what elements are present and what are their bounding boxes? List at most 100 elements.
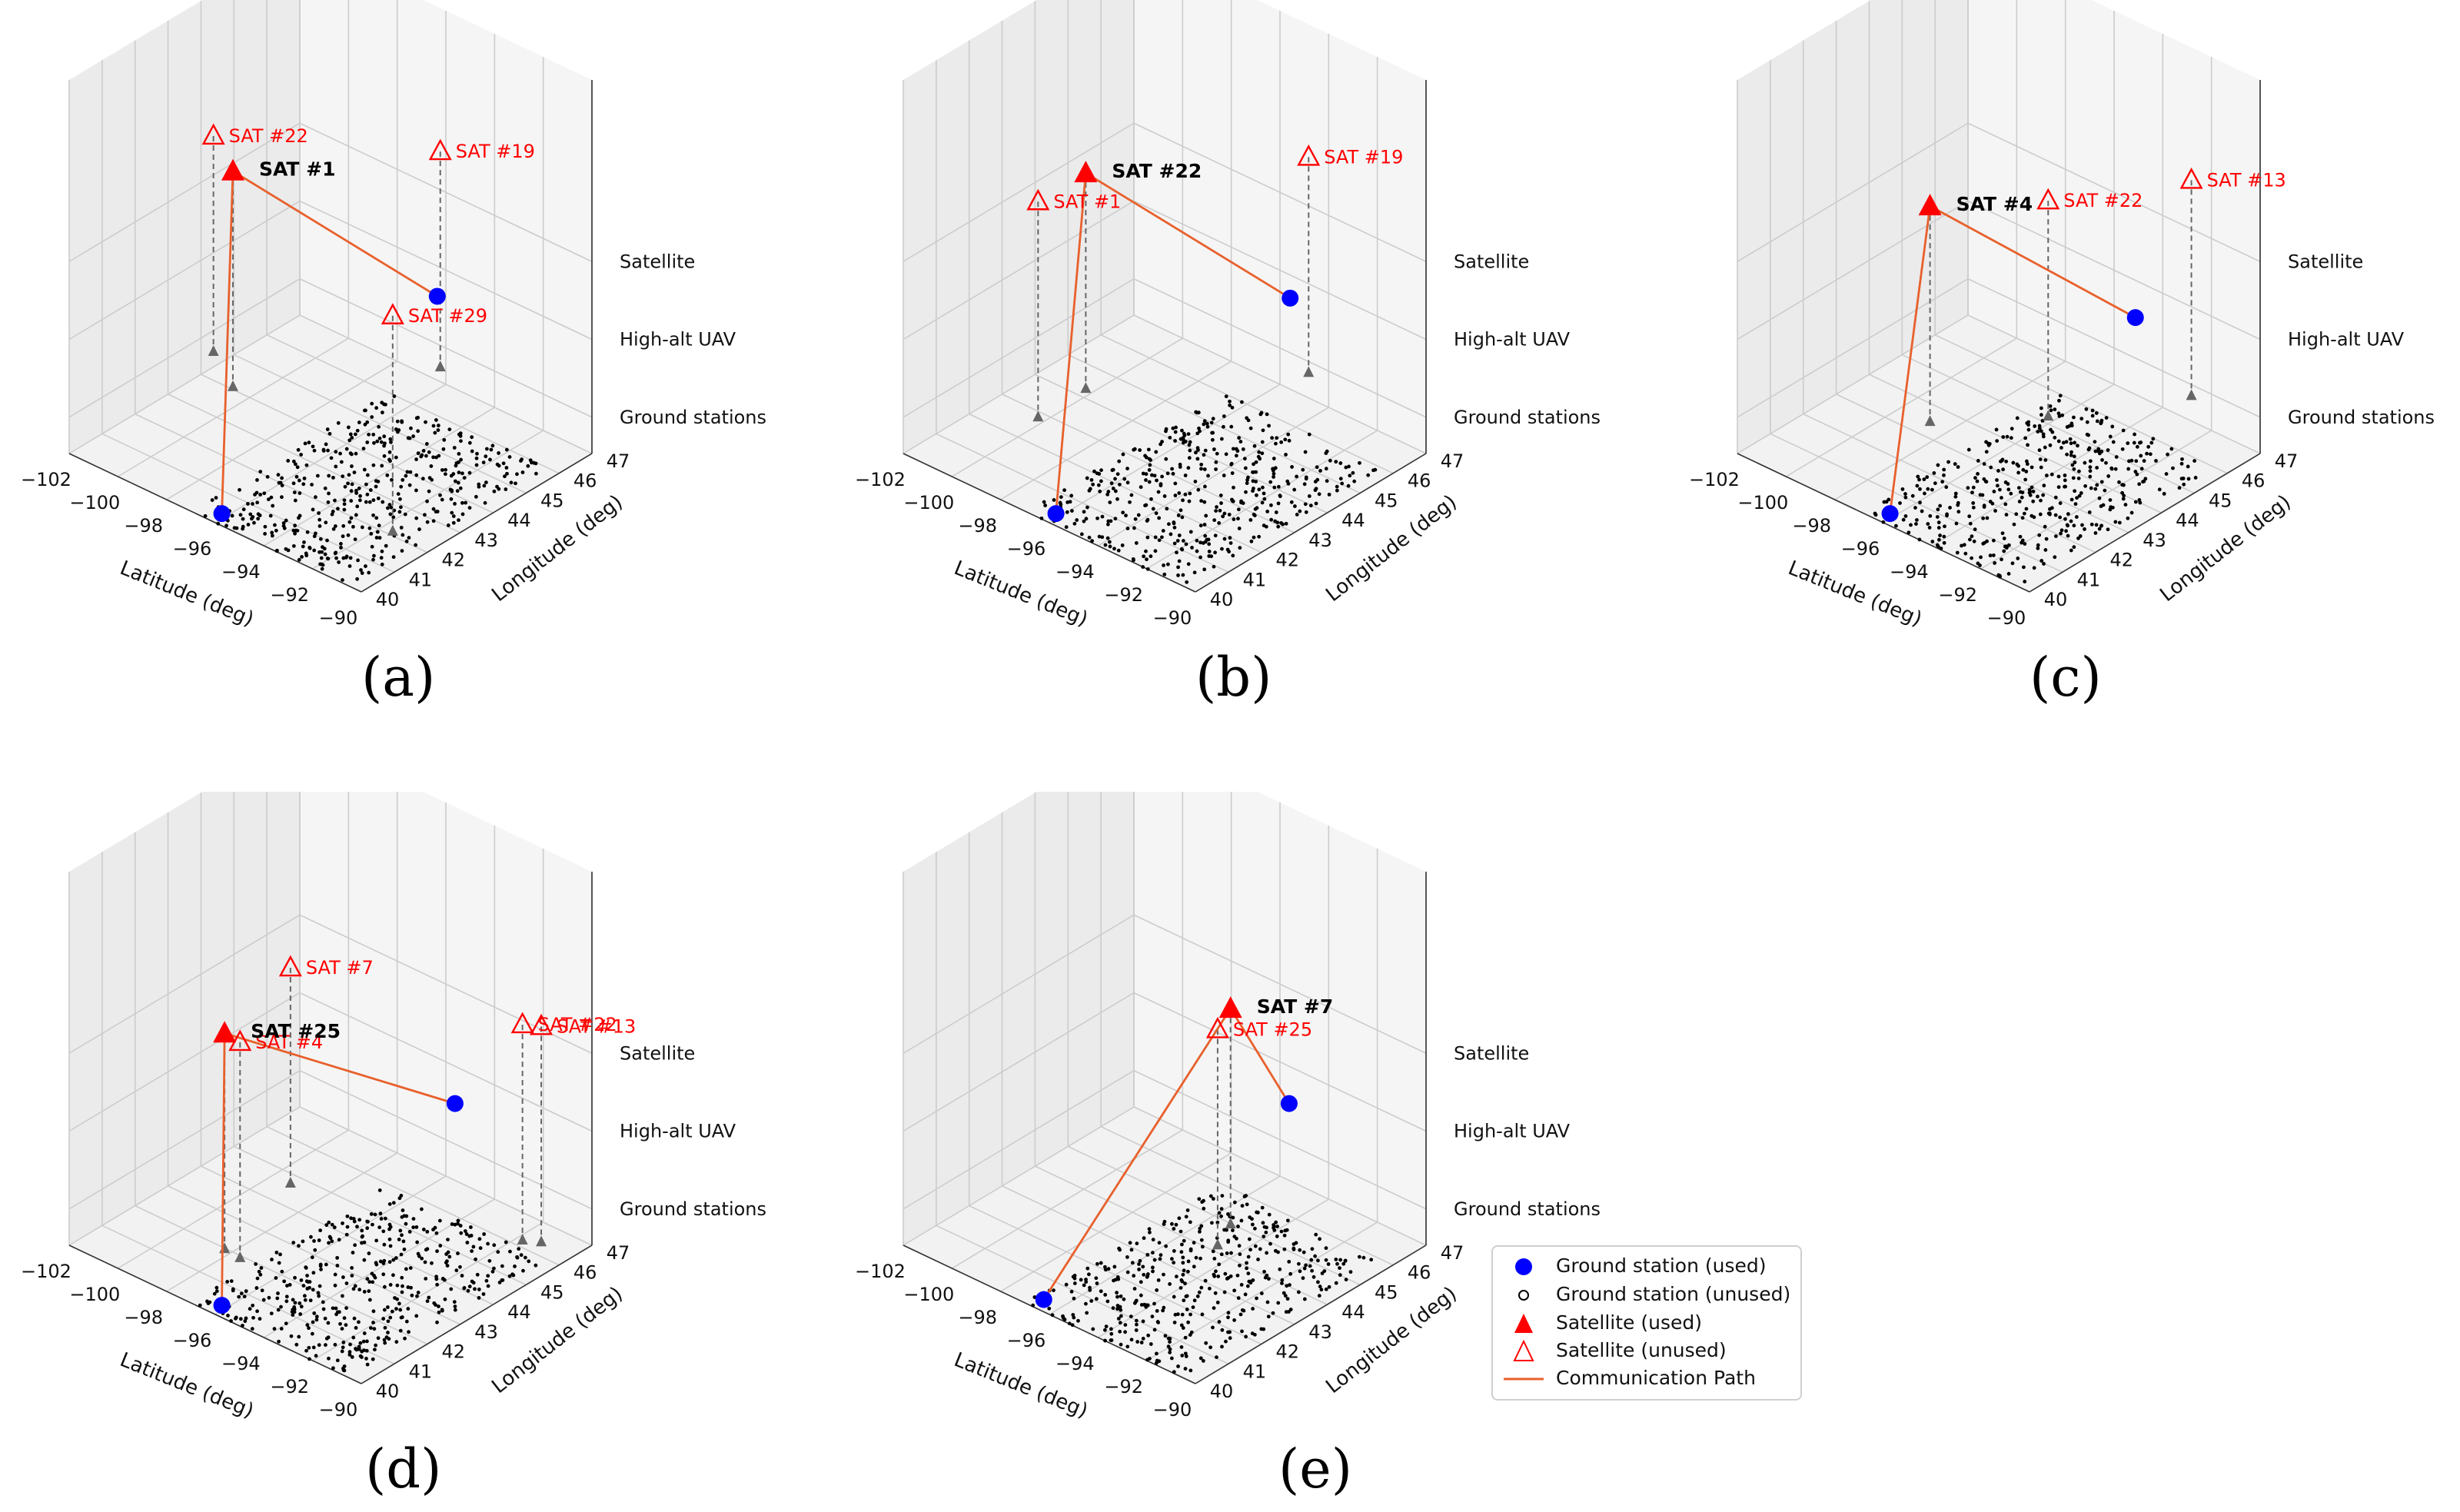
ground-station-unused — [2072, 467, 2076, 471]
ground-station-unused — [1316, 1280, 1320, 1284]
ground-station-unused — [2020, 516, 2025, 520]
y-tick-label: 47 — [607, 1242, 630, 1264]
ground-station-unused — [1884, 500, 1889, 504]
ground-station-unused — [274, 1251, 279, 1254]
ground-station-unused — [1144, 478, 1148, 482]
ground-station-unused — [389, 440, 393, 444]
ground-station-unused — [2066, 512, 2070, 517]
ground-station-unused — [1115, 1307, 1119, 1311]
ground-station-unused — [1213, 533, 1218, 538]
ground-station-unused — [1175, 550, 1178, 555]
ground-station-unused — [1168, 1350, 1172, 1354]
left-wall-pane — [69, 733, 300, 1245]
ground-station-unused — [2088, 474, 2093, 479]
ground-station-unused — [321, 545, 324, 550]
ground-station-unused — [1090, 539, 1095, 543]
satellite-unused — [2179, 167, 2203, 189]
ground-station-unused — [1129, 1248, 1134, 1252]
ground-station-unused — [2180, 457, 2184, 461]
ground-station-unused — [1292, 504, 1297, 508]
ground-station-unused — [1279, 1229, 1284, 1234]
ground-station-unused — [324, 442, 328, 447]
z-tick-label: Ground stations — [620, 407, 766, 428]
ground-station-unused — [1236, 1225, 1240, 1228]
legend-entry-communication-path: Communication Path — [1493, 1365, 1800, 1393]
ground-station-unused — [1164, 457, 1168, 461]
ground-station-unused — [1180, 428, 1184, 433]
x-tick-label: −90 — [319, 607, 358, 629]
ground-station-unused — [1111, 1306, 1115, 1311]
ground-station-unused — [2058, 515, 2063, 520]
ground-station-unused — [365, 492, 370, 497]
ground-station-unused — [1252, 470, 1255, 474]
ground-station-unused — [397, 497, 402, 501]
ground-station-unused — [370, 544, 374, 549]
ground-station-unused — [1261, 485, 1265, 490]
ground-station-unused — [342, 507, 347, 512]
ground-station-unused — [388, 1283, 393, 1287]
legend-entry-ground-used: Ground station (used) — [1493, 1253, 1800, 1281]
ground-station-unused — [381, 500, 385, 504]
ground-station-unused — [348, 432, 353, 437]
ground-station-unused — [1287, 1259, 1292, 1264]
ground-station-unused — [2166, 452, 2169, 457]
ground-station-unused — [1100, 535, 1105, 540]
ground-station-unused — [2043, 548, 2048, 552]
ground-station-unused — [1214, 467, 1218, 471]
ground-station-unused — [2003, 480, 2008, 484]
ground-station-unused — [1253, 1244, 1258, 1248]
ground-station-unused — [1311, 1274, 1316, 1279]
ground-station-unused — [1244, 1334, 1248, 1339]
ground-station-unused — [1109, 1331, 1114, 1336]
ground-station-unused — [346, 481, 350, 486]
ground-station-unused — [2072, 523, 2076, 528]
ground-station-unused — [1995, 478, 1999, 482]
ground-station-unused — [2088, 459, 2093, 464]
ground-station-unused — [515, 472, 519, 477]
ground-station-unused — [1338, 461, 1343, 465]
grid-line — [101, 852, 395, 1365]
ground-station-unused — [1220, 1344, 1224, 1349]
ground-station-unused — [2006, 487, 2011, 492]
ground-station-unused — [290, 1310, 294, 1314]
ground-station-unused — [449, 497, 454, 501]
ground-station-unused — [1324, 1287, 1328, 1291]
ground-station-unused — [1282, 1291, 1286, 1295]
ground-station-unused — [358, 1341, 363, 1345]
ground-station-unused — [1265, 1300, 1270, 1304]
ground-station-unused — [2139, 440, 2143, 444]
ground-station-unused — [1258, 1247, 1262, 1251]
ground-station-unused — [1348, 474, 1352, 478]
ground-station-unused — [401, 533, 405, 537]
ground-station-unused — [367, 526, 372, 530]
ground-station-unused — [319, 1268, 323, 1271]
ground-station-unused — [497, 451, 500, 455]
ground-station-unused — [1089, 1299, 1094, 1303]
ground-station-unused — [482, 484, 487, 488]
ground-station-unused — [1222, 537, 1227, 541]
ground-station-unused — [1274, 510, 1278, 514]
ground-station-unused — [1181, 1255, 1185, 1260]
ground-station-unused — [299, 1278, 304, 1282]
ground-station-unused — [352, 1219, 357, 1224]
ground-station-unused — [333, 498, 337, 503]
ground-station-unused — [1097, 534, 1102, 539]
ground-station-unused — [349, 1216, 353, 1221]
ground-station-unused — [2093, 531, 2098, 535]
ground-station-unused — [1942, 534, 1946, 539]
y-tick-label: 40 — [1210, 589, 1234, 610]
ground-station-unused — [1118, 482, 1122, 487]
ground-station-unused — [1177, 559, 1182, 563]
ground-station-unused — [1251, 1278, 1255, 1282]
ground-station-unused — [1199, 462, 1204, 467]
ground-station-unused — [1123, 1323, 1128, 1328]
ground-station-unused — [2099, 523, 2104, 528]
ground-station-unused — [2020, 495, 2024, 500]
ground-station-unused — [391, 1273, 395, 1278]
ground-station-unused — [348, 1342, 352, 1347]
ground-station-unused — [386, 506, 390, 510]
ground-station-unused — [2059, 531, 2063, 536]
ground-station-unused — [270, 530, 274, 535]
projection-marker — [234, 1251, 246, 1262]
ground-station-unused — [362, 467, 367, 472]
